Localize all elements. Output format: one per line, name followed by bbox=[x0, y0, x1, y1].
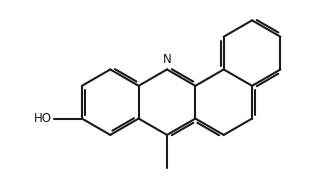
Text: N: N bbox=[163, 52, 171, 65]
Text: HO: HO bbox=[34, 112, 52, 125]
